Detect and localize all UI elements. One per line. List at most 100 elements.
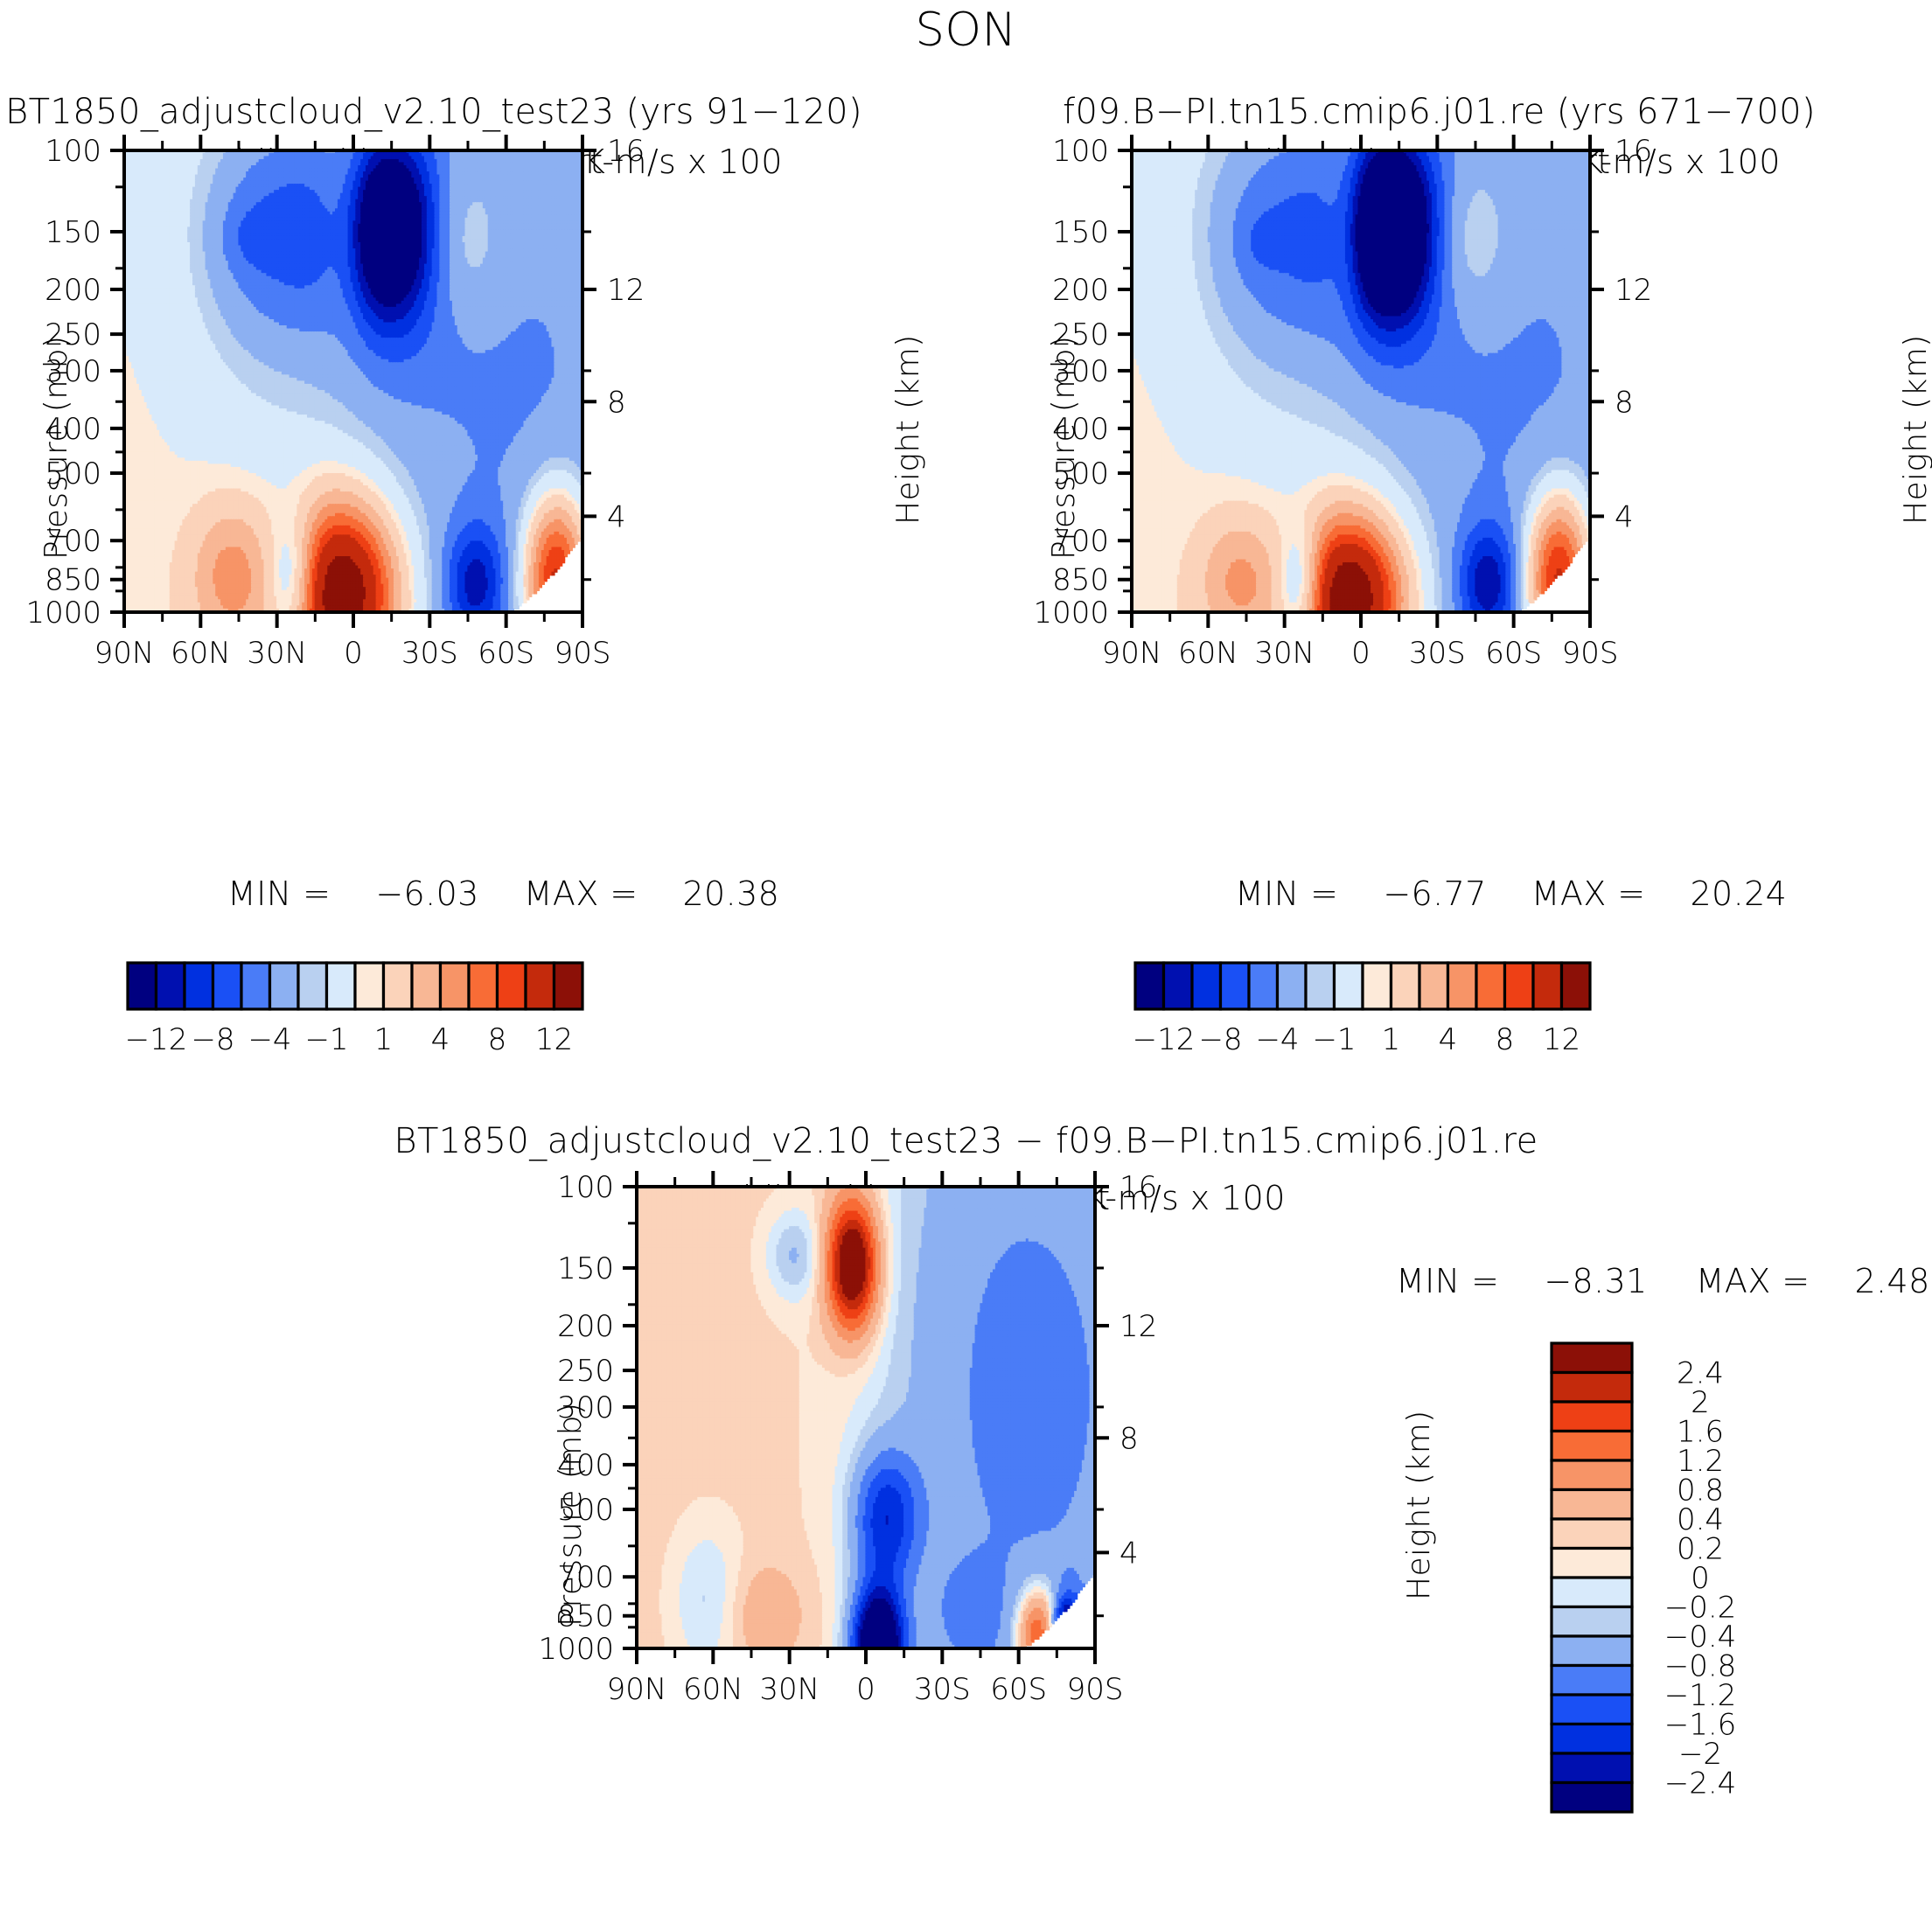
colorbar-left: −12 −8 −4 −1 1 4 8 12 <box>0 958 635 1071</box>
pressure-tick-label: 500 <box>557 1493 614 1528</box>
minmax-diff: MIN = −8.31 MAX = 2.48 <box>1396 1262 1930 1300</box>
min-value-right: −6.77 <box>1383 874 1486 913</box>
colorbar-swatch <box>1552 1343 1632 1373</box>
latitude-tick-label: 0 <box>1351 636 1371 671</box>
colorbar-swatch <box>1221 963 1250 1009</box>
min-value-left: −6.03 <box>375 874 478 913</box>
pressure-tick-label: 250 <box>45 317 101 352</box>
min-label-diff: MIN = <box>1396 1262 1499 1300</box>
colorbar-swatch <box>1552 1432 1632 1461</box>
latitude-tick-label: 90N <box>94 636 155 671</box>
colorbar-swatch <box>1552 1783 1632 1813</box>
colorbar-tick-label: −12 <box>125 1022 188 1057</box>
latitude-tick-label: 60N <box>1178 636 1238 671</box>
latitude-tick-label: 90N <box>607 1672 667 1707</box>
colorbar-swatch <box>1552 1753 1632 1783</box>
colorbar-swatch <box>1135 963 1164 1009</box>
colorbar-swatch <box>1533 963 1562 1009</box>
colorbar-swatch <box>241 963 270 1009</box>
latitude-tick-label: 0 <box>856 1672 875 1707</box>
latitude-tick-label: 60S <box>990 1672 1047 1707</box>
max-value-diff: 2.48 <box>1854 1262 1929 1300</box>
latitude-tick-label: 90S <box>1562 636 1619 671</box>
colorbar-swatch <box>1306 963 1335 1009</box>
colorbar-right: −12 −8 −4 −1 1 4 8 12 <box>1008 958 1643 1071</box>
panel-title-right: f09.B−PI.tn15.cmip6.j01.re (yrs 671−700) <box>1063 92 1816 132</box>
height-tick-label: 16 <box>1119 1170 1157 1205</box>
colorbar-swatch <box>412 963 441 1009</box>
colorbar-swatch <box>1552 1695 1632 1724</box>
contour-plot-left: 100 150 200 250 300 400 500 700 850 1000 16 12 8 4 90N… <box>0 131 696 717</box>
pressure-tick-label: 300 <box>1052 354 1109 389</box>
colorbar-swatch <box>1505 963 1534 1009</box>
colorbar-swatch <box>1419 963 1448 1009</box>
colorbar-swatch <box>384 963 413 1009</box>
pressure-tick-label: 700 <box>45 524 101 559</box>
colorbar-swatch <box>128 963 157 1009</box>
min-label-left: MIN = <box>227 874 331 913</box>
y2-axis-label-left: Height (km) <box>890 334 926 525</box>
latitude-tick-label: 0 <box>344 636 363 671</box>
latitude-tick-label: 30S <box>1409 636 1466 671</box>
height-tick-label: 8 <box>607 385 626 420</box>
latitude-tick-label: 30S <box>914 1672 971 1707</box>
latitude-tick-label: 90S <box>1067 1672 1124 1707</box>
colorbar-tick-label: 1 <box>374 1022 394 1057</box>
colorbar-swatch <box>1562 963 1591 1009</box>
contour-field <box>636 1186 1095 1648</box>
y2-axis-label-right: Height (km) <box>1898 334 1932 525</box>
latitude-tick-label: 60S <box>478 636 534 671</box>
pressure-tick-label: 1000 <box>1033 596 1109 631</box>
pressure-tick-label: 100 <box>1052 134 1109 169</box>
max-label-diff: MAX = <box>1696 1262 1810 1300</box>
max-value-right: 20.24 <box>1690 874 1787 913</box>
pressure-tick-label: 100 <box>557 1170 614 1205</box>
colorbar-tick-label: 8 <box>488 1022 507 1057</box>
height-tick-label: 12 <box>1615 273 1652 308</box>
colorbar-swatch <box>1278 963 1307 1009</box>
height-tick-label: 4 <box>1615 499 1634 534</box>
pressure-tick-label: 400 <box>45 412 101 447</box>
colorbar-swatch <box>1363 963 1391 1009</box>
colorbar-swatch <box>1552 1666 1632 1696</box>
panel-title-diff: BT1850_adjustcloud_v2.10_test23 − f09.B−… <box>0 1121 1932 1161</box>
colorbar-swatch <box>1552 1578 1632 1607</box>
colorbar-swatch <box>1552 1519 1632 1549</box>
pressure-tick-label: 150 <box>1052 215 1109 250</box>
colorbar-tick-label: −8 <box>191 1022 234 1057</box>
colorbar-tick-label: −1 <box>1312 1022 1356 1057</box>
figure-main-title: SON <box>0 3 1932 57</box>
colorbar-swatch <box>1552 1460 1632 1490</box>
pressure-tick-label: 200 <box>45 273 101 308</box>
colorbar-swatch <box>1552 1490 1632 1520</box>
colorbar-tick-label: −4 <box>1255 1022 1299 1057</box>
pressure-tick-label: 850 <box>557 1599 614 1634</box>
colorbar-tick-label: 4 <box>1439 1022 1458 1057</box>
height-tick-label: 16 <box>607 134 645 169</box>
colorbar-tick-label: 4 <box>431 1022 450 1057</box>
pressure-tick-label: 300 <box>557 1390 614 1425</box>
colorbar-swatch <box>1476 963 1505 1009</box>
colorbar-swatch <box>526 963 554 1009</box>
colorbar-tick-label: 12 <box>1543 1022 1580 1057</box>
pressure-tick-label: 250 <box>1052 317 1109 352</box>
colorbar-swatch <box>1448 963 1477 1009</box>
pressure-tick-label: 250 <box>557 1354 614 1389</box>
colorbar-swatch <box>1552 1402 1632 1432</box>
colorbar-swatch <box>1192 963 1221 1009</box>
contour-plot-diff: 100 150 200 250 300 400 500 700 850 1000 16 12 8 4 90N… <box>513 1167 1209 1753</box>
contour-field <box>1131 150 1590 612</box>
colorbar-swatch <box>1552 1549 1632 1578</box>
colorbar-swatch <box>327 963 356 1009</box>
pressure-tick-label: 700 <box>1052 524 1109 559</box>
pressure-tick-label: 150 <box>45 215 101 250</box>
latitude-tick-label: 90S <box>554 636 611 671</box>
height-tick-label: 8 <box>1119 1421 1139 1456</box>
latitude-tick-label: 30S <box>401 636 458 671</box>
y2-axis-label-diff: Height (km) <box>1401 1410 1437 1600</box>
pressure-tick-label: 400 <box>557 1448 614 1483</box>
colorbar-swatch <box>185 963 213 1009</box>
contour-plot-right: 100 150 200 250 300 400 500 700 850 1000 16 12 8 4 90N… <box>1008 131 1704 717</box>
min-label-right: MIN = <box>1235 874 1338 913</box>
colorbar-swatch <box>157 963 185 1009</box>
